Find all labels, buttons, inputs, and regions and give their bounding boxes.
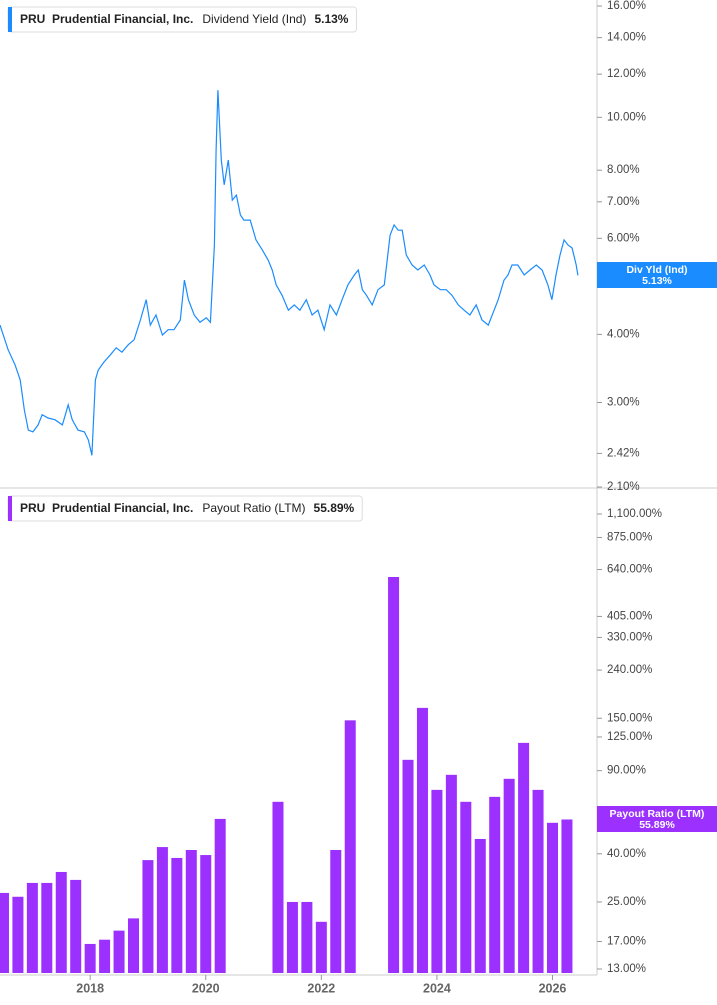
bar (113, 930, 125, 973)
bar (402, 759, 414, 973)
legend-ticker: PRU (20, 501, 45, 515)
bar (84, 943, 96, 973)
bar (330, 849, 342, 973)
legend-company: Prudential Financial, Inc. (52, 501, 193, 515)
x-tick-label: 2026 (539, 981, 567, 995)
x-tick-label: 2018 (76, 981, 104, 995)
y-tick-label: 17.00% (607, 936, 646, 948)
bar (26, 882, 38, 973)
legend-series: Payout Ratio (LTM) (202, 501, 305, 515)
legend-series: Dividend Yield (Ind) (202, 12, 306, 26)
legend: PRU Prudential Financial, Inc. Dividend Yi… (7, 6, 357, 33)
y-tick-label: 150.00% (607, 712, 652, 724)
legend: PRU Prudential Financial, Inc. Payout Rati… (7, 495, 363, 522)
value-tag-value: 5.13% (642, 275, 672, 287)
legend-swatch (8, 7, 12, 32)
y-tick-label: 4.00% (607, 328, 640, 340)
bar (156, 847, 168, 973)
bar (315, 921, 327, 973)
y-tick-label: 640.00% (607, 564, 652, 576)
y-tick-label: 13.00% (607, 963, 646, 975)
bar (546, 822, 558, 973)
bar (99, 939, 111, 973)
legend-swatch (8, 496, 12, 521)
y-tick-label: 10.00% (607, 111, 646, 123)
bar (431, 789, 443, 973)
legend-ticker: PRU (20, 12, 45, 26)
legend-value: 5.13% (314, 12, 348, 26)
y-tick-label: 2.42% (607, 447, 640, 459)
bar (460, 801, 472, 973)
bar (171, 857, 183, 973)
bar (445, 774, 457, 973)
bar (518, 742, 530, 973)
value-tag (597, 806, 717, 832)
panel-dividend-yield: 16.00% 14.00% 12.00% 10.00% 8.00% 7.00% 6.00% 5… (0, 0, 717, 493)
y-tick-label: 12.00% (607, 68, 646, 80)
panel-payout-ratio: 1,100.00% 875.00% 640.00% 405.00% 330.00% 240… (0, 495, 717, 995)
y-tick-label: 875.00% (607, 531, 652, 543)
bar (0, 892, 9, 973)
bar (388, 576, 400, 973)
bar (272, 801, 284, 973)
bar (200, 855, 212, 973)
y-tick-label: 240.00% (607, 664, 652, 676)
y-tick-label: 405.00% (607, 610, 652, 622)
bar (128, 918, 140, 973)
y-tick-label: 1,100.00% (607, 508, 662, 520)
bar (532, 789, 544, 973)
bar (185, 849, 197, 973)
bar (142, 860, 154, 973)
bar (41, 882, 53, 973)
y-tick-label: 3.00% (607, 397, 640, 409)
bar (503, 778, 515, 973)
y-tick-label: 125.00% (607, 731, 652, 743)
y-tick-label: 7.00% (607, 196, 640, 208)
bar (474, 839, 486, 973)
bar (489, 796, 501, 973)
y-tick-label: 8.00% (607, 164, 640, 176)
y-tick-label: 330.00% (607, 631, 652, 643)
bar (561, 819, 573, 973)
legend-company: Prudential Financial, Inc. (52, 12, 193, 26)
bar (344, 720, 356, 973)
bar (416, 707, 428, 973)
y-tick-label: 2.10% (607, 481, 640, 493)
y-tick-label: 40.00% (607, 848, 646, 860)
y-tick-label: 14.00% (607, 32, 646, 44)
y-tick-label: 6.00% (607, 232, 640, 244)
bar (301, 901, 313, 973)
bar (70, 879, 82, 973)
yield-line (0, 90, 579, 456)
bar (55, 871, 67, 973)
x-tick-label: 2020 (192, 981, 220, 995)
bar (286, 901, 298, 973)
legend-value: 55.89% (314, 501, 355, 515)
bar (214, 818, 226, 973)
y-tick-label: 90.00% (607, 765, 646, 777)
value-tag-value: 55.89% (639, 819, 675, 831)
value-tag-name: Div Yld (Ind) (626, 264, 687, 276)
x-tick-label: 2022 (307, 981, 335, 995)
value-tag (597, 262, 717, 288)
x-tick-label: 2024 (423, 981, 451, 995)
bar (12, 896, 24, 973)
value-tag-name: Payout Ratio (LTM) (610, 808, 705, 820)
y-tick-label: 16.00% (607, 0, 646, 12)
y-tick-label: 25.00% (607, 896, 646, 908)
